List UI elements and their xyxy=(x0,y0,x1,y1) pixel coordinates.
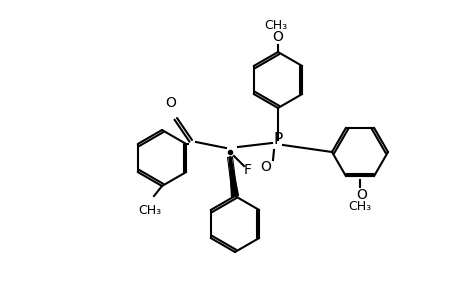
Text: F: F xyxy=(243,163,252,177)
Text: P: P xyxy=(273,131,282,146)
Polygon shape xyxy=(229,157,238,196)
Text: CH₃: CH₃ xyxy=(138,204,161,217)
Text: CH₃: CH₃ xyxy=(264,19,287,32)
Text: O: O xyxy=(356,188,367,202)
Text: O: O xyxy=(165,96,176,110)
Text: CH₃: CH₃ xyxy=(347,200,371,213)
Text: O: O xyxy=(260,160,271,174)
Text: O: O xyxy=(272,30,283,44)
